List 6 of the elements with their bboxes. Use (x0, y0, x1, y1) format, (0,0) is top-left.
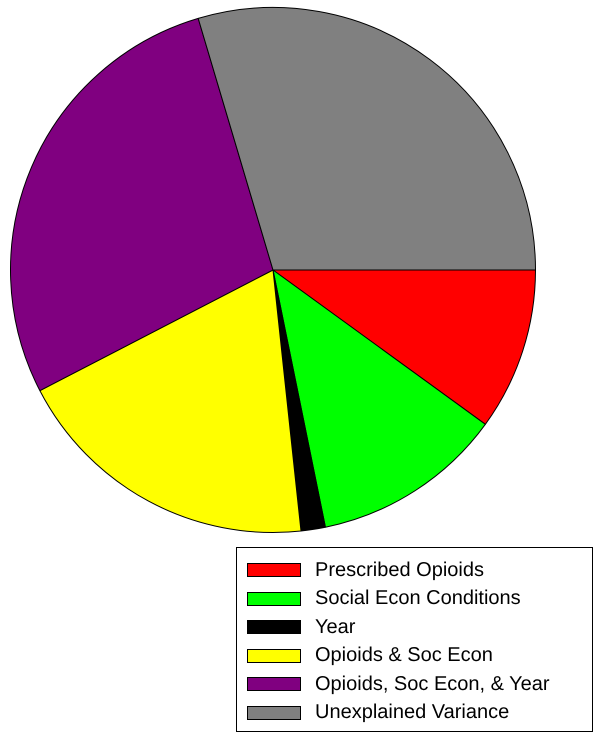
legend-label: Year (315, 616, 356, 639)
legend-label: Opioids, Soc Econ, & Year (315, 672, 550, 696)
legend-label: Social Econ Conditions (315, 587, 521, 610)
legend-label: Opioids & Soc Econ (315, 644, 493, 668)
legend-label: Unexplained Variance (315, 701, 510, 724)
legend-label: Prescribed Opioids (315, 558, 484, 582)
